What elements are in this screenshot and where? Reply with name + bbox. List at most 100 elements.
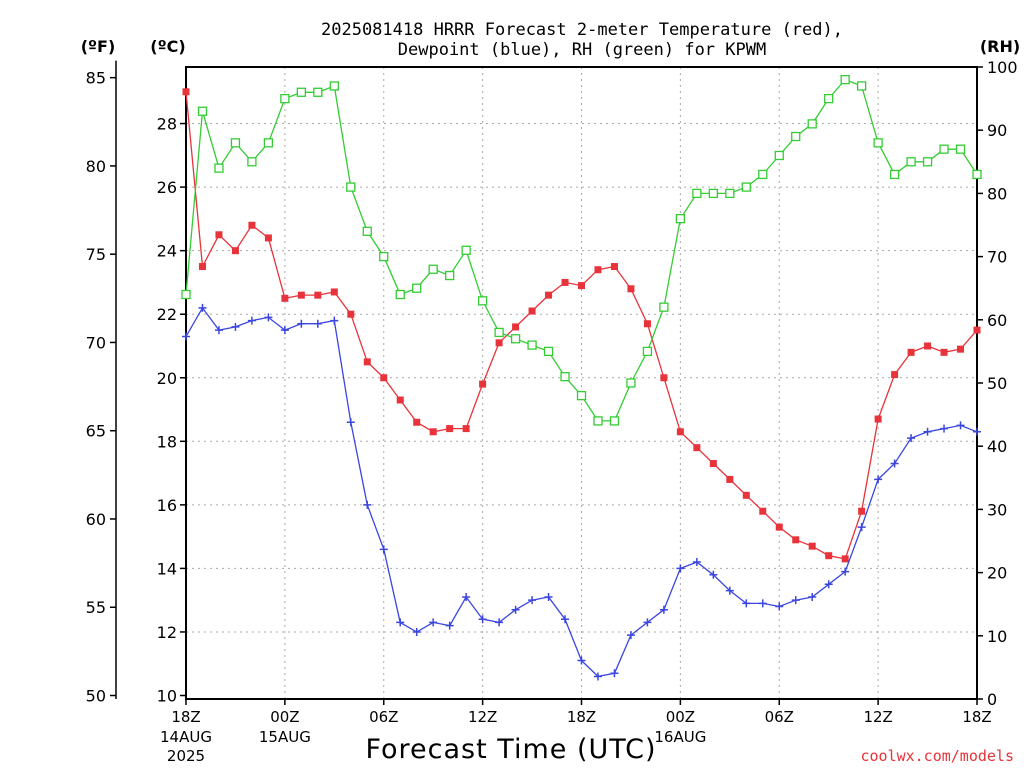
data-point [610, 669, 619, 678]
celsius-tick-label: 18 [157, 432, 177, 451]
data-point [643, 618, 652, 627]
data-point [330, 288, 338, 296]
data-point [477, 296, 488, 306]
data-point [446, 425, 454, 433]
data-point [182, 88, 190, 96]
celsius-tick-label: 16 [157, 496, 177, 515]
data-point [807, 119, 817, 129]
data-point [808, 593, 817, 602]
x-tick-label: 06Z [765, 708, 794, 726]
fahrenheit-unit-label: (ºF) [81, 37, 116, 56]
data-point [725, 188, 735, 199]
data-point [412, 283, 422, 293]
data-point [906, 157, 916, 167]
data-point [626, 631, 635, 640]
fahrenheit-tick-label: 55 [86, 598, 106, 617]
data-point [973, 427, 981, 436]
data-point [181, 289, 191, 300]
data-point [923, 427, 932, 436]
x-axis-label: Forecast Time (UTC) [365, 734, 656, 765]
data-point [857, 523, 866, 532]
chart-title-line1: 2025081418 HRRR Forecast 2-meter Tempera… [321, 20, 843, 40]
data-point [346, 182, 356, 192]
data-point [775, 523, 783, 531]
data-point [543, 346, 554, 357]
x-tick-label: 18Z [962, 708, 991, 726]
data-point [347, 310, 355, 318]
celsius-tick-label: 28 [157, 115, 177, 134]
x-tick-label: 00Z [270, 708, 299, 726]
data-point [413, 418, 421, 426]
data-point [874, 475, 883, 484]
rh-tick-label: 90 [987, 121, 1007, 140]
data-point [231, 322, 240, 331]
data-point [593, 672, 602, 681]
data-point [889, 169, 900, 180]
data-point [296, 87, 307, 97]
data-point [873, 138, 883, 148]
fahrenheit-tick-label: 85 [86, 69, 106, 88]
data-point [594, 266, 602, 274]
data-point [708, 188, 718, 199]
data-point [956, 421, 965, 430]
data-point [907, 348, 915, 356]
celsius-unit-label: (ºC) [150, 37, 185, 56]
data-point [791, 131, 801, 142]
data-point [825, 552, 833, 560]
series-line [185, 306, 978, 678]
data-point [511, 605, 520, 614]
data-point [230, 138, 241, 148]
data-point [856, 81, 867, 91]
data-point [313, 319, 322, 328]
data-point [214, 163, 224, 173]
data-point [709, 570, 718, 579]
rh-tick-label: 80 [987, 184, 1007, 203]
data-point [561, 615, 570, 624]
data-point [510, 334, 521, 344]
rh-tick-label: 60 [987, 311, 1007, 330]
x-tick-label: 00Z [666, 708, 695, 726]
data-point [478, 615, 487, 624]
data-point [891, 371, 899, 379]
data-point [939, 144, 949, 154]
fahrenheit-tick-label: 75 [86, 245, 106, 264]
data-point [215, 231, 223, 239]
data-point [758, 169, 768, 180]
data-point [742, 491, 750, 499]
data-point [593, 416, 603, 426]
data-point [494, 327, 504, 338]
celsius-tick-label: 10 [157, 687, 177, 706]
data-point [297, 319, 306, 328]
celsius-tick-label: 20 [157, 369, 177, 388]
data-point [314, 291, 322, 299]
data-point [643, 320, 651, 328]
data-point [445, 270, 455, 281]
data-point [890, 459, 899, 468]
data-point [808, 542, 816, 550]
x-tick-label: 18Z [567, 708, 596, 726]
data-point [693, 444, 701, 452]
data-point [692, 558, 701, 567]
x-tick-label: 12Z [863, 708, 892, 726]
rh-tick-label: 30 [987, 500, 1007, 519]
data-point [198, 263, 206, 271]
celsius-tick-label: 22 [157, 305, 177, 324]
data-point [758, 599, 767, 608]
series-filled-square [182, 88, 981, 563]
data-point [858, 507, 866, 515]
data-point [561, 278, 569, 286]
rh-tick-label: 20 [987, 564, 1007, 583]
data-point [660, 374, 668, 382]
data-point [379, 545, 388, 554]
data-point [576, 390, 587, 401]
credit-link[interactable]: coolwx.com/models [860, 747, 1014, 765]
data-point [363, 500, 372, 509]
fahrenheit-tick-label: 50 [86, 687, 106, 706]
celsius-tick-label: 12 [157, 623, 177, 642]
x-tick-label: 12Z [468, 708, 497, 726]
data-point [396, 618, 405, 627]
data-point [281, 294, 289, 302]
x-year-label: 2025 [167, 747, 205, 765]
x-date-label: 15AUG [259, 728, 311, 746]
